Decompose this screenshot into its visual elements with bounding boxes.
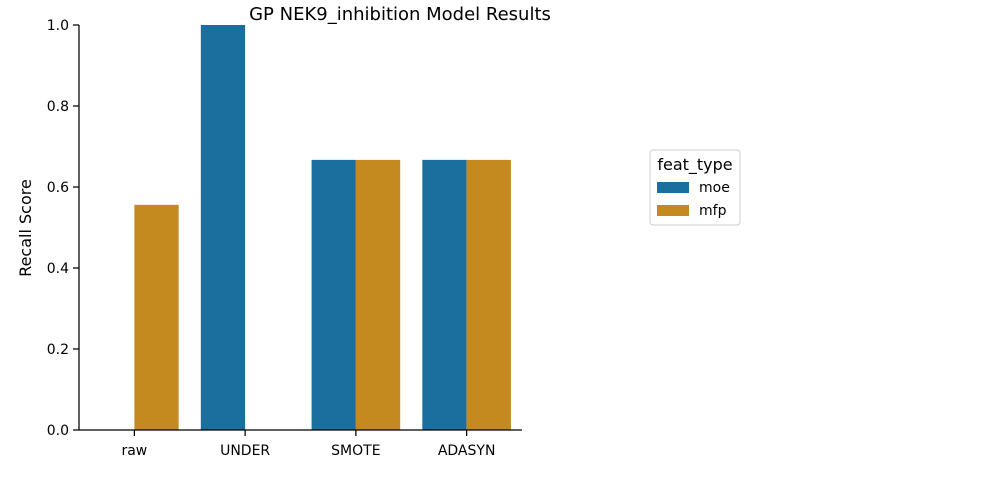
legend-label-moe: moe — [699, 180, 730, 196]
legend-swatch-moe — [657, 182, 689, 193]
bar-mfp-raw — [134, 204, 179, 430]
chart-title: GP NEK9_inhibition Model Results — [249, 4, 551, 25]
y-axis-label: Recall Score — [16, 179, 35, 277]
y-tick-label: 0.8 — [47, 99, 69, 115]
y-tick-label: 0.6 — [47, 180, 69, 196]
x-tick-label-adasyn: ADASYN — [438, 443, 496, 459]
axes-group: 0.0 0.2 0.4 0.6 0.8 1.0 raw UNDER SMOTE ADASYN — [47, 18, 522, 459]
legend-label-mfp: mfp — [699, 203, 727, 219]
x-tick-label-smote: SMOTE — [331, 443, 380, 459]
bar-mfp-smote — [355, 159, 401, 430]
legend-title: feat_type — [657, 155, 732, 175]
bar-moe-adasyn — [422, 159, 467, 430]
legend: feat_type moe mfp — [649, 149, 741, 226]
x-tick-label-under: UNDER — [220, 443, 270, 459]
y-tick-label: 0.0 — [47, 423, 69, 439]
bar-moe-under — [200, 25, 246, 430]
legend-swatch-mfp — [657, 205, 689, 216]
y-tick-label: 0.4 — [47, 261, 69, 277]
bars-group — [134, 25, 511, 430]
bar-mfp-adasyn — [466, 159, 511, 430]
x-tick-label-raw: raw — [121, 443, 147, 459]
y-tick-label: 0.2 — [47, 342, 69, 358]
bar-moe-smote — [311, 159, 356, 430]
y-tick-label: 1.0 — [47, 18, 69, 34]
